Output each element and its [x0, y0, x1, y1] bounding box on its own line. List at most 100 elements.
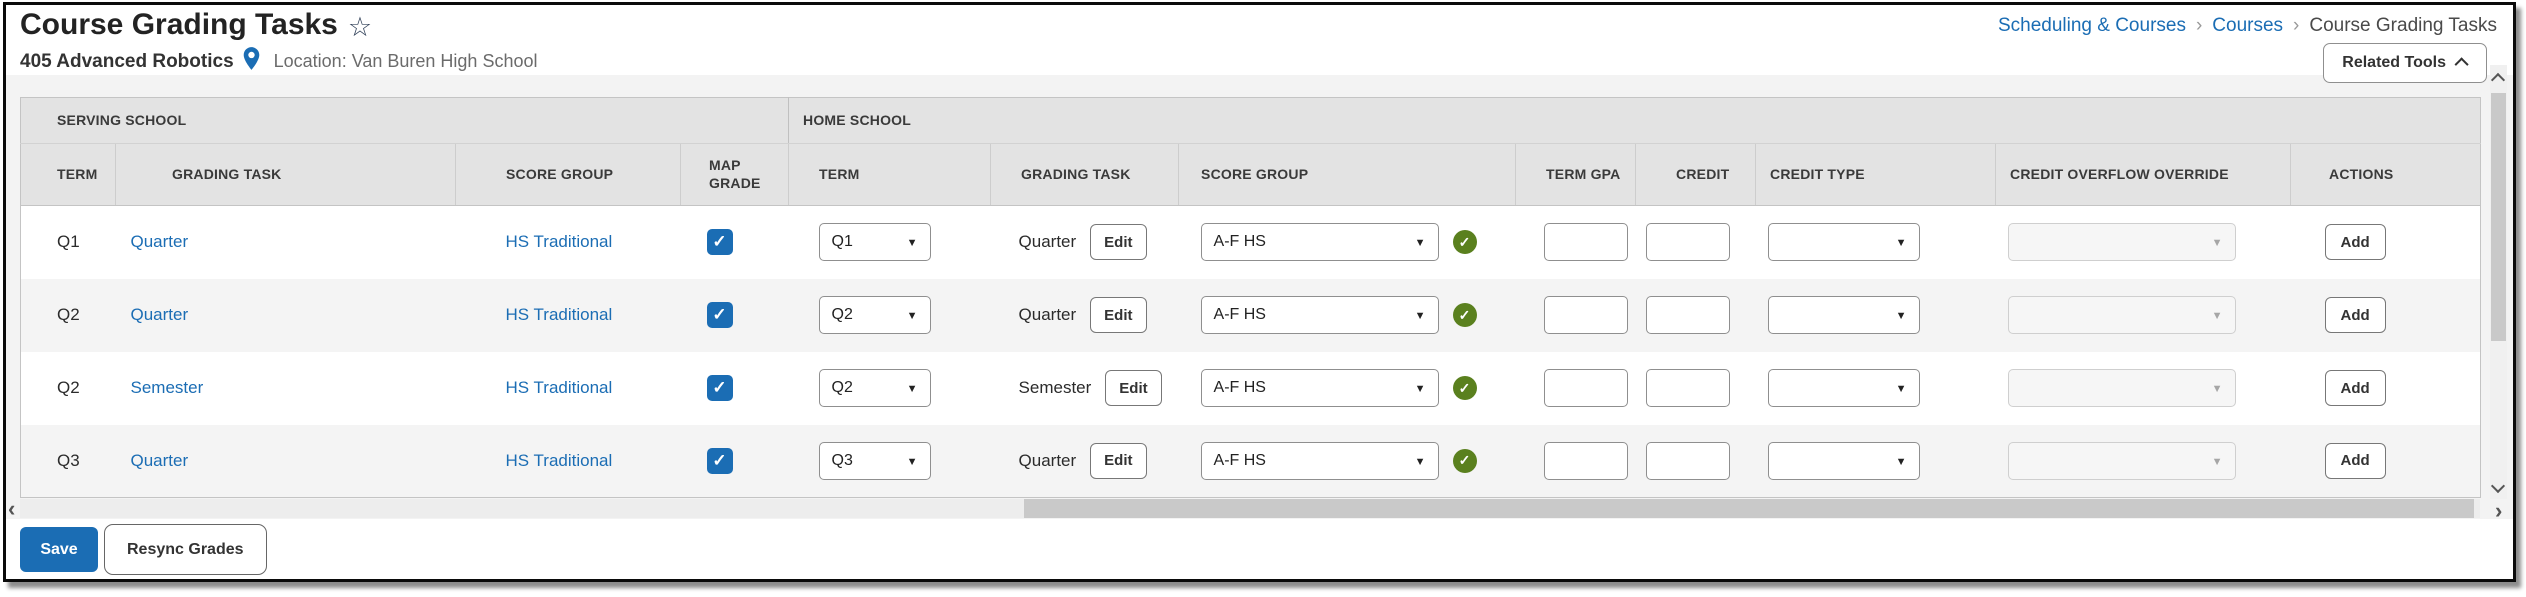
- page-title: Course Grading Tasks: [20, 8, 372, 43]
- resync-grades-button[interactable]: Resync Grades: [104, 524, 267, 575]
- serving-term-value: Q1: [57, 232, 80, 252]
- serving-grading-task-link[interactable]: Semester: [130, 378, 204, 397]
- home-term-select-value: Q1: [831, 233, 853, 251]
- col-header-map-grade: MAP GRADE: [679, 143, 789, 206]
- home-term-select[interactable]: Q3: [818, 441, 931, 480]
- home-score-group-select-value: A-F HS: [1213, 379, 1266, 396]
- credit-type-select[interactable]: [1767, 296, 1920, 334]
- credit-input[interactable]: [1645, 223, 1730, 262]
- footer-bar: [6, 519, 2513, 579]
- map-grade-checkbox[interactable]: [706, 375, 733, 401]
- breadcrumb-separator-icon: [2196, 15, 2202, 36]
- caret-down-icon: [1896, 379, 1907, 397]
- term-gpa-input[interactable]: [1543, 369, 1628, 407]
- term-gpa-input[interactable]: [1543, 296, 1628, 334]
- map-grade-checkbox[interactable]: [706, 447, 733, 474]
- credit-type-select[interactable]: [1767, 441, 1920, 480]
- home-score-group-select-value: A-F HS: [1213, 306, 1266, 323]
- map-grade-checkbox[interactable]: [706, 302, 733, 328]
- col-header-grading-task: GRADING TASK: [115, 143, 456, 206]
- credit-overflow-override-select: [2007, 441, 2236, 480]
- column-header-row: TERM GRADING TASK SCORE GROUP MAP GRADE …: [20, 143, 2481, 206]
- col-header-credit: CREDIT: [1635, 143, 1756, 206]
- home-score-group-select[interactable]: A-F HS: [1200, 369, 1439, 407]
- grading-tasks-table-wrap: SERVING SCHOOL HOME SCHOOL TERM GRADING …: [20, 97, 2482, 498]
- location-text: Location: Van Buren High School: [273, 51, 538, 71]
- page-title-text: Course Grading Tasks: [20, 8, 338, 41]
- app-window: Course Grading Tasks Scheduling & Course…: [3, 2, 2516, 582]
- home-term-select-value: Q2: [831, 379, 853, 396]
- term-gpa-input[interactable]: [1543, 441, 1628, 480]
- serving-term-value: Q2: [57, 378, 80, 397]
- score-group-valid-check-icon: [1452, 376, 1477, 400]
- related-tools-button[interactable]: Related Tools: [2323, 43, 2487, 83]
- breadcrumb-link-courses[interactable]: Courses: [2212, 15, 2284, 36]
- col-header-home-grading-task: GRADING TASK: [990, 143, 1179, 206]
- add-button[interactable]: Add: [2324, 224, 2386, 261]
- credit-type-select[interactable]: [1767, 369, 1920, 407]
- caret-down-icon: [1415, 306, 1426, 324]
- edit-button[interactable]: Edit: [1090, 297, 1147, 333]
- add-button[interactable]: Add: [2324, 297, 2386, 333]
- serving-term-value: Q3: [57, 450, 80, 470]
- serving-score-group-link[interactable]: HS Traditional: [505, 450, 613, 470]
- credit-overflow-override-select: [2007, 369, 2236, 407]
- serving-score-group-link[interactable]: HS Traditional: [505, 305, 613, 324]
- edit-button[interactable]: Edit: [1105, 370, 1162, 406]
- score-group-valid-check-icon: [1452, 303, 1477, 327]
- home-grading-task-value: Quarter: [1018, 305, 1077, 324]
- serving-score-group-link[interactable]: HS Traditional: [505, 232, 613, 252]
- home-score-group-select[interactable]: A-F HS: [1200, 296, 1439, 334]
- col-header-home-term: TERM: [788, 143, 991, 206]
- caret-down-icon: [907, 379, 918, 397]
- caret-down-icon: [1415, 233, 1426, 251]
- favorite-star-icon[interactable]: [348, 12, 372, 43]
- home-term-select-value: Q2: [831, 306, 853, 323]
- credit-input[interactable]: [1645, 296, 1730, 334]
- add-button[interactable]: Add: [2324, 442, 2386, 479]
- credit-input[interactable]: [1645, 369, 1730, 407]
- add-button[interactable]: Add: [2324, 370, 2386, 406]
- serving-grading-task-link[interactable]: Quarter: [130, 450, 189, 470]
- serving-grading-task-link[interactable]: Quarter: [130, 305, 189, 324]
- home-score-group-select[interactable]: A-F HS: [1200, 223, 1439, 262]
- save-button[interactable]: Save: [20, 527, 98, 572]
- credit-input[interactable]: [1645, 441, 1730, 480]
- group-header-serving-school: SERVING SCHOOL: [20, 97, 789, 144]
- col-header-term: TERM: [20, 143, 116, 206]
- caret-down-icon: [1896, 452, 1907, 470]
- col-header-term-gpa: TERM GPA: [1515, 143, 1636, 206]
- home-grading-task-value: Quarter: [1018, 232, 1077, 252]
- home-grading-task-value: Quarter: [1018, 450, 1077, 470]
- serving-grading-task-link[interactable]: Quarter: [130, 232, 189, 252]
- home-score-group-select[interactable]: A-F HS: [1200, 441, 1439, 480]
- vertical-scrollbar-thumb[interactable]: [2491, 93, 2506, 341]
- credit-overflow-override-select: [2007, 223, 2236, 262]
- credit-type-select[interactable]: [1767, 223, 1920, 262]
- home-score-group-select-value: A-F HS: [1213, 451, 1266, 469]
- table-row: Q1 Quarter HS Traditional Q1 Quarter Edi…: [21, 206, 2481, 279]
- breadcrumb-link-scheduling-courses[interactable]: Scheduling & Courses: [1997, 15, 2186, 36]
- serving-score-group-link[interactable]: HS Traditional: [505, 378, 613, 397]
- caret-down-icon: [907, 233, 918, 251]
- home-term-select[interactable]: Q2: [818, 296, 931, 334]
- home-term-select[interactable]: Q2: [818, 369, 931, 407]
- location-pin-icon[interactable]: [243, 47, 260, 76]
- group-header-home-school: HOME SCHOOL: [788, 97, 2481, 144]
- col-header-actions: ACTIONS: [2290, 143, 2481, 206]
- caret-down-icon: [907, 306, 918, 324]
- map-grade-checkbox[interactable]: [706, 229, 733, 256]
- serving-term-value: Q2: [57, 305, 80, 324]
- credit-overflow-override-select: [2007, 296, 2236, 334]
- caret-down-icon: [2212, 379, 2223, 397]
- caret-down-icon: [1896, 306, 1907, 324]
- edit-button[interactable]: Edit: [1090, 224, 1147, 261]
- col-header-score-group: SCORE GROUP: [455, 143, 681, 206]
- home-term-select[interactable]: Q1: [818, 223, 931, 262]
- scroll-left-arrow-icon[interactable]: [8, 498, 15, 520]
- caret-down-icon: [2212, 306, 2223, 324]
- horizontal-scrollbar-thumb[interactable]: [1024, 499, 2474, 518]
- term-gpa-input[interactable]: [1543, 223, 1628, 262]
- edit-button[interactable]: Edit: [1090, 442, 1147, 479]
